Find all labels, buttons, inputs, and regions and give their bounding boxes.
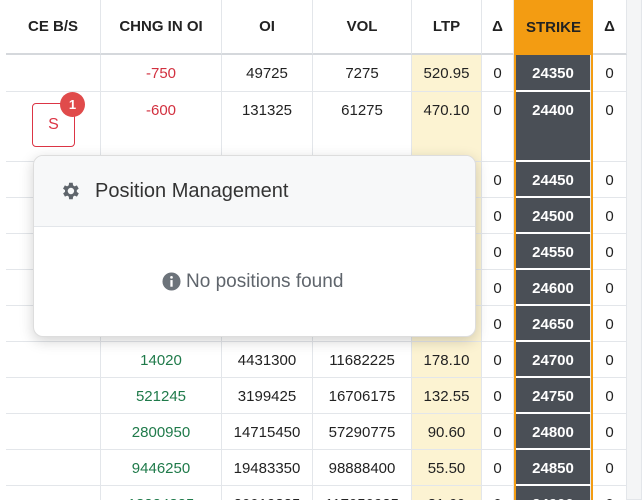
delta-cell: 0 bbox=[482, 378, 514, 414]
oi-cell: 3199425 bbox=[222, 378, 313, 414]
delta2-cell: 0 bbox=[593, 378, 627, 414]
delta2-cell: 0 bbox=[593, 450, 627, 486]
vol-cell: 98888400 bbox=[313, 450, 412, 486]
cell bbox=[6, 55, 101, 92]
delta-cell: 0 bbox=[482, 92, 514, 162]
chng-oi-cell: 521245 bbox=[101, 378, 222, 414]
oi-cell: 4431300 bbox=[222, 342, 313, 378]
popup-title: Position Management bbox=[95, 180, 289, 202]
delta2-cell: 0 bbox=[593, 92, 627, 162]
popup-message: No positions found bbox=[186, 271, 344, 292]
ltp-cell: 55.50 bbox=[412, 450, 482, 486]
delta-cell: 0 bbox=[482, 414, 514, 450]
vol-cell: 117050925 bbox=[313, 486, 412, 500]
oi-cell: 49725 bbox=[222, 55, 313, 92]
strike-cell: 24400 bbox=[516, 92, 591, 162]
popup-header: Position Management bbox=[34, 156, 475, 227]
column-header: OI bbox=[222, 0, 313, 55]
chng-oi-cell: 13224325 bbox=[101, 486, 222, 500]
delta-cell: 0 bbox=[482, 198, 514, 234]
delta-cell: 0 bbox=[482, 162, 514, 198]
delta2-cell: 0 bbox=[593, 162, 627, 198]
column-header: LTP bbox=[412, 0, 482, 55]
delta2-cell: 0 bbox=[593, 198, 627, 234]
cell bbox=[6, 342, 101, 378]
strike-cell: 24650 bbox=[516, 306, 591, 342]
cell bbox=[6, 378, 101, 414]
delta2-cell: 0 bbox=[593, 414, 627, 450]
oi-cell: 19483350 bbox=[222, 450, 313, 486]
vol-cell: 61275 bbox=[313, 92, 412, 162]
oi-cell: 20019325 bbox=[222, 486, 313, 500]
oi-cell: 131325 bbox=[222, 92, 313, 162]
ltp-cell: 132.55 bbox=[412, 378, 482, 414]
delta-cell: 0 bbox=[482, 55, 514, 92]
delta2-cell: 0 bbox=[593, 234, 627, 270]
delta-cell: 0 bbox=[482, 306, 514, 342]
strike-cell: 24800 bbox=[516, 414, 591, 450]
column-header: Δ bbox=[482, 0, 514, 55]
chng-oi-cell: 14020 bbox=[101, 342, 222, 378]
chng-oi-cell: 2800950 bbox=[101, 414, 222, 450]
column-header: STRIKE bbox=[514, 0, 593, 55]
delta2-cell: 0 bbox=[593, 486, 627, 500]
strike-cell: 24700 bbox=[516, 342, 591, 378]
delta-cell: 0 bbox=[482, 342, 514, 378]
delta-cell: 0 bbox=[482, 270, 514, 306]
ltp-cell: 470.10 bbox=[412, 92, 482, 162]
strike-cell: 24600 bbox=[516, 270, 591, 306]
gear-icon bbox=[63, 182, 79, 200]
column-header: CHNG IN OI bbox=[101, 0, 222, 55]
cell bbox=[6, 486, 101, 500]
sell-button[interactable]: S bbox=[32, 103, 75, 147]
strike-cell: 24350 bbox=[516, 55, 591, 92]
vol-cell: 7275 bbox=[313, 55, 412, 92]
strike-cell: 24850 bbox=[516, 450, 591, 486]
position-popup: Position Management No positions found bbox=[33, 155, 476, 337]
column-header: VOL bbox=[313, 0, 412, 55]
delta-cell: 0 bbox=[482, 234, 514, 270]
cell bbox=[6, 414, 101, 450]
vol-cell: 16706175 bbox=[313, 378, 412, 414]
strike-cell: 24500 bbox=[516, 198, 591, 234]
strike-cell: 24450 bbox=[516, 162, 591, 198]
ltp-cell: 90.60 bbox=[412, 414, 482, 450]
delta2-cell: 0 bbox=[593, 306, 627, 342]
cell bbox=[6, 450, 101, 486]
badge: 1 bbox=[60, 92, 85, 117]
vol-cell: 11682225 bbox=[313, 342, 412, 378]
ltp-cell: 178.10 bbox=[412, 342, 482, 378]
ltp-cell: 31.60 bbox=[412, 486, 482, 500]
ltp-cell: 520.95 bbox=[412, 55, 482, 92]
delta-cell: 0 bbox=[482, 486, 514, 500]
info-icon bbox=[162, 272, 181, 291]
chng-oi-cell: -750 bbox=[101, 55, 222, 92]
delta2-cell: 0 bbox=[593, 55, 627, 92]
chng-oi-cell: 9446250 bbox=[101, 450, 222, 486]
delta-cell: 0 bbox=[482, 450, 514, 486]
strike-cell: 24750 bbox=[516, 378, 591, 414]
oi-cell: 14715450 bbox=[222, 414, 313, 450]
strike-cell: 24900 bbox=[516, 486, 591, 500]
strike-cell: 24550 bbox=[516, 234, 591, 270]
column-header: Δ bbox=[593, 0, 627, 55]
extra-column bbox=[627, 0, 642, 500]
delta2-cell: 0 bbox=[593, 270, 627, 306]
vol-cell: 57290775 bbox=[313, 414, 412, 450]
column-header: CE B/S bbox=[6, 0, 101, 55]
chng-oi-cell: -600 bbox=[101, 92, 222, 162]
delta2-cell: 0 bbox=[593, 342, 627, 378]
